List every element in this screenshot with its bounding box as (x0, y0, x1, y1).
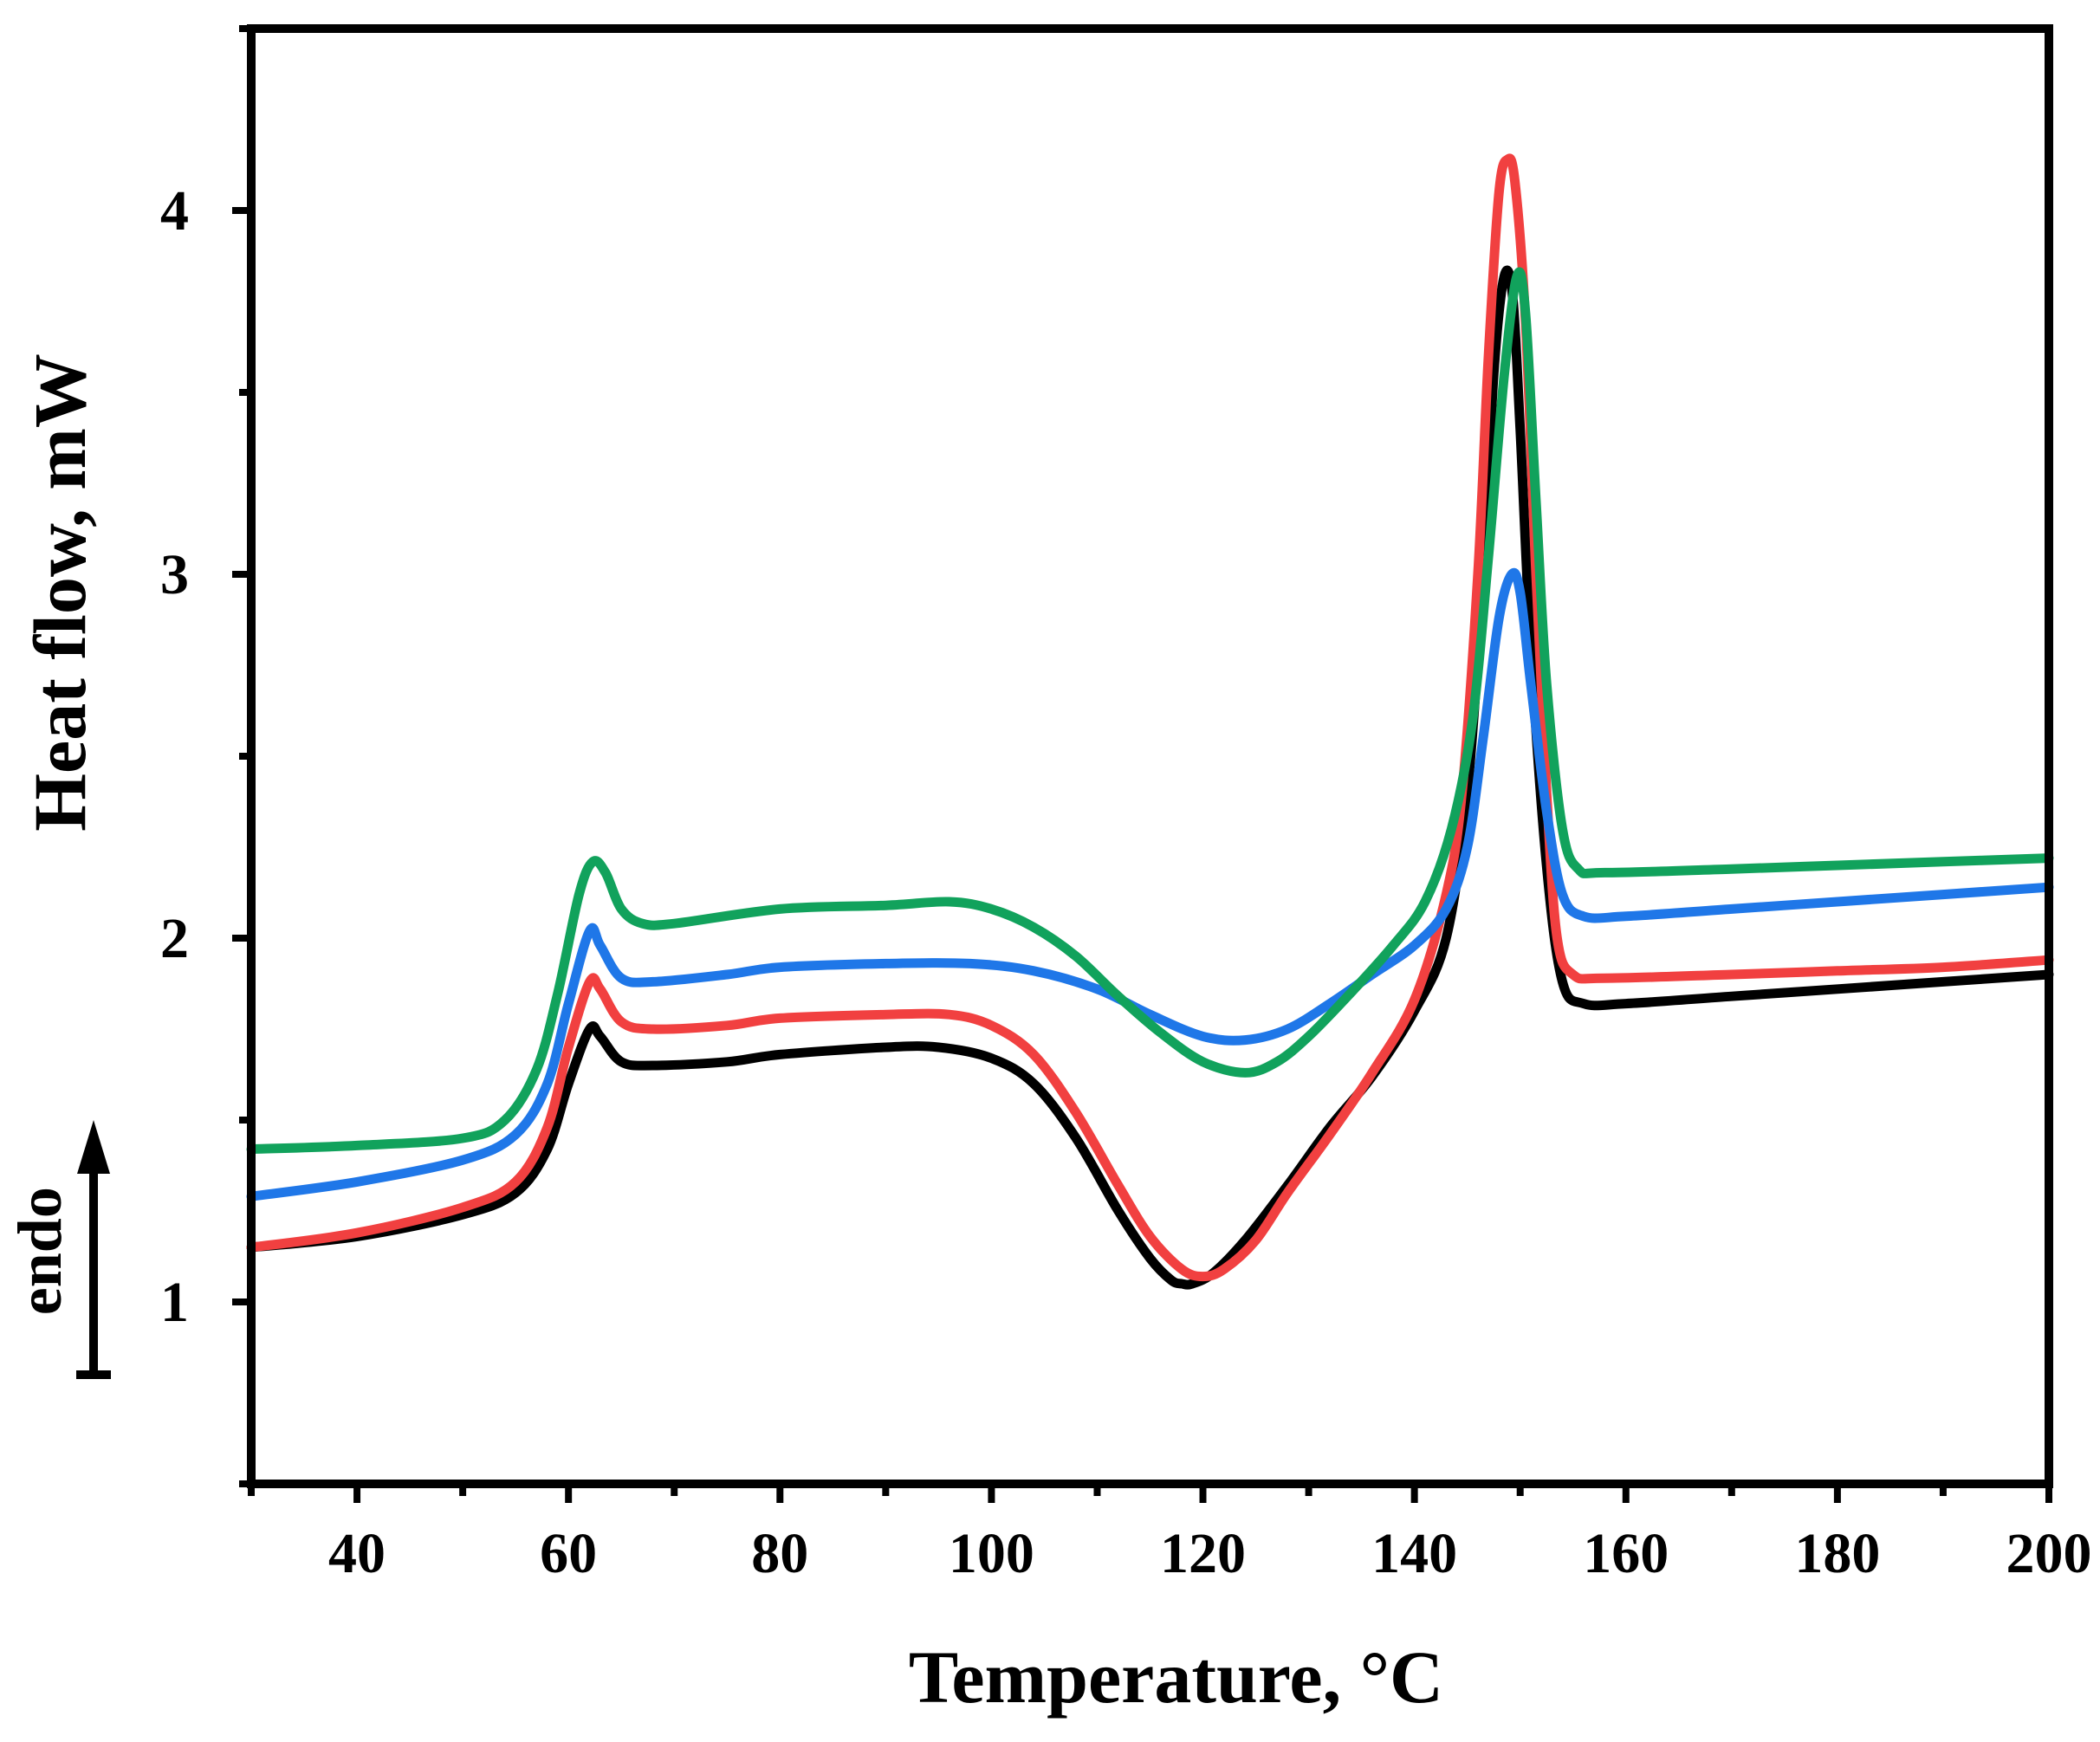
endo-annotation: endo (5, 1120, 111, 1379)
series-line-green (246, 267, 2054, 1155)
x-tick-label: 60 (540, 1522, 597, 1585)
endo-label: endo (5, 1187, 75, 1315)
x-tick-label: 100 (949, 1522, 1034, 1585)
y-tick-labels: 1 2 3 4 (160, 179, 189, 1334)
x-tick-label: 80 (751, 1522, 808, 1585)
arrow-up-icon (77, 1120, 110, 1174)
y-tick-label: 3 (160, 543, 189, 606)
x-tick-label: 140 (1371, 1522, 1457, 1585)
y-tick-label: 2 (160, 907, 189, 970)
x-tick-labels: 40 60 80 100 120 140 160 180 200 (328, 1522, 2091, 1585)
x-tick-label: 40 (328, 1522, 386, 1585)
series-layer (246, 153, 2054, 1290)
ticks-layer (232, 25, 2052, 1503)
x-tick-label: 200 (2006, 1522, 2092, 1585)
y-tick-label: 4 (160, 179, 189, 243)
x-axis-title: Temperature, °C (909, 1635, 1443, 1719)
series-line-blue (246, 567, 2054, 1201)
x-tick-label: 160 (1583, 1522, 1669, 1585)
x-tick-label: 180 (1794, 1522, 1880, 1585)
y-axis-title: Heat flow, mW (18, 353, 101, 832)
y-tick-label: 1 (160, 1271, 189, 1334)
x-tick-label: 120 (1160, 1522, 1246, 1585)
